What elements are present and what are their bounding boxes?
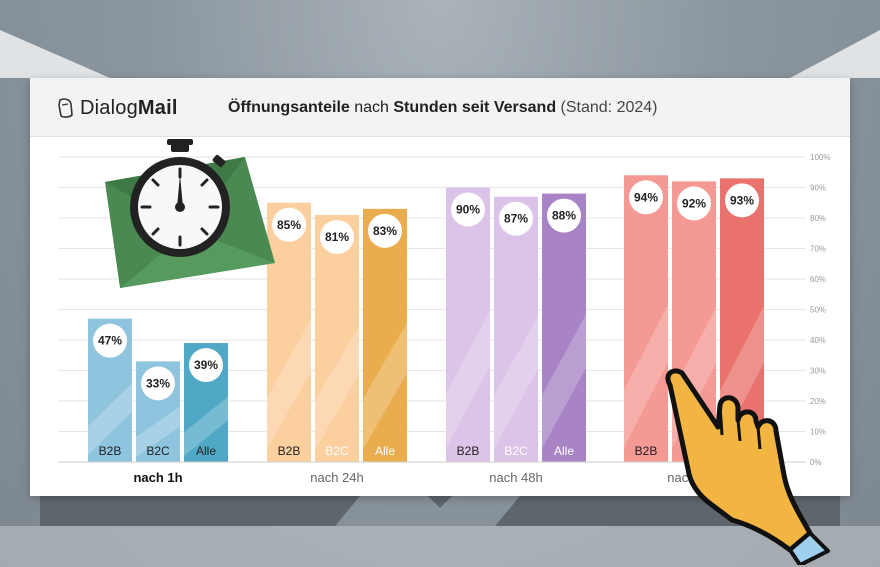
- value-bubble: [725, 183, 759, 218]
- bar-series-label: Alle: [554, 444, 574, 458]
- bar: [494, 196, 538, 462]
- bar-highlight: [363, 322, 407, 450]
- y-tick-label: 10%: [810, 428, 826, 437]
- value-bubble: [320, 219, 354, 254]
- bar-series-label: B2C: [146, 444, 170, 458]
- category-label: nach 24h: [310, 470, 364, 485]
- value-label: 88%: [552, 209, 576, 223]
- stopwatch-envelope-illustration: [105, 139, 275, 288]
- stopwatch-icon: [130, 139, 230, 257]
- value-label: 94%: [634, 190, 658, 204]
- bar-highlight: [184, 396, 228, 457]
- value-bubble: [499, 201, 533, 236]
- bar-highlight: [624, 304, 668, 448]
- chart-title: Öffnungsanteile nach Stunden seit Versan…: [228, 99, 658, 117]
- title-part-3: Stunden seit Versand: [393, 99, 557, 116]
- y-tick-label: 100%: [810, 153, 830, 162]
- category-label: nach 1h: [133, 470, 182, 485]
- value-bubble: [451, 192, 485, 227]
- value-label: 90%: [456, 203, 480, 217]
- bar: [446, 187, 490, 462]
- dialogmail-logo: DialogMail: [56, 96, 178, 120]
- value-label: 92%: [682, 196, 706, 210]
- value-label: 83%: [373, 224, 397, 238]
- logo-prefix: Dialog: [80, 96, 138, 119]
- bar-highlight: [315, 326, 359, 450]
- y-tick-label: 80%: [810, 214, 826, 223]
- bar: [315, 214, 359, 462]
- logo-text: DialogMail: [80, 97, 178, 120]
- chart-panel: DialogMail Öffnungsanteile nach Stunden …: [30, 78, 850, 496]
- y-tick-label: 90%: [810, 184, 826, 193]
- title-part-4: (Stand: 2024): [556, 99, 658, 116]
- value-bubble: [141, 366, 175, 401]
- bar-series-label: B2B: [278, 444, 301, 458]
- value-label: 87%: [504, 212, 528, 226]
- bar-series-label: Alle: [196, 444, 216, 458]
- y-tick-label: 50%: [810, 306, 826, 315]
- bar-series-label: B2B: [635, 444, 658, 458]
- bar-highlight: [88, 383, 132, 455]
- value-label: 47%: [98, 334, 122, 348]
- bar: [267, 202, 311, 462]
- value-label: 85%: [277, 218, 301, 232]
- logo-icon: [58, 98, 73, 118]
- y-tick-label: 60%: [810, 275, 826, 284]
- value-label: 81%: [325, 230, 349, 244]
- value-label: 93%: [730, 193, 754, 207]
- logo-bold: Mail: [137, 96, 178, 119]
- value-label: 39%: [194, 358, 218, 372]
- value-bubble: [189, 348, 223, 383]
- bar-highlight: [494, 316, 538, 449]
- pointing-hand-icon: [665, 368, 830, 565]
- title-part-2: nach: [349, 99, 394, 116]
- bar-highlight: [446, 311, 490, 449]
- bar-series-label: B2B: [99, 444, 122, 458]
- bar-highlight: [267, 319, 311, 450]
- y-tick-label: 70%: [810, 245, 826, 254]
- bar: [624, 175, 668, 463]
- bar: [542, 193, 586, 462]
- bar-series-label: B2C: [325, 444, 349, 458]
- bar-series-label: B2B: [457, 444, 480, 458]
- chart-header: DialogMail Öffnungsanteile nach Stunden …: [30, 78, 850, 137]
- bar-highlight: [542, 314, 586, 449]
- y-tick-label: 20%: [810, 397, 826, 406]
- value-bubble: [547, 198, 581, 233]
- y-tick-label: 0%: [810, 458, 822, 467]
- value-bubble: [93, 323, 127, 358]
- value-label: 33%: [146, 376, 170, 390]
- y-tick-label: 40%: [810, 336, 826, 345]
- value-bubble: [368, 213, 402, 248]
- y-tick-label: 30%: [810, 367, 826, 376]
- bar-series-label: Alle: [375, 444, 395, 458]
- value-bubble: [272, 207, 306, 242]
- value-bubble: [629, 180, 663, 215]
- title-part-1: Öffnungsanteile: [228, 99, 350, 116]
- category-label: nach 48h: [489, 470, 543, 485]
- bar-highlight: [136, 406, 180, 457]
- bar-series-label: B2C: [504, 444, 528, 458]
- bar: [363, 208, 407, 462]
- value-bubble: [677, 186, 711, 221]
